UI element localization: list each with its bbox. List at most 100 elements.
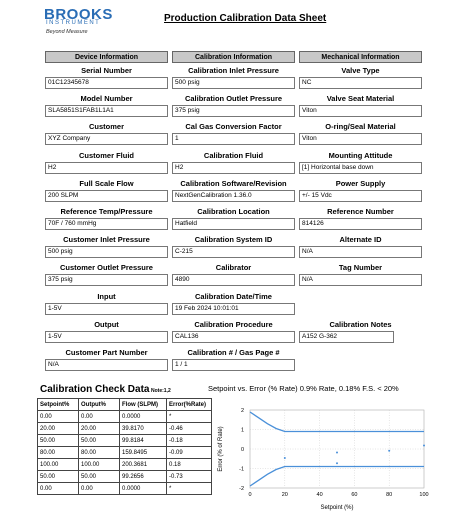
field-value: C-215 <box>172 246 295 259</box>
data-point <box>336 451 338 454</box>
column-header: Calibration Information <box>172 51 295 63</box>
field-value: 1 <box>172 133 295 146</box>
field-label: Calibration Outlet Pressure <box>184 94 283 104</box>
x-axis-label: Setpoint (%) <box>320 505 353 511</box>
x-tick-label: 80 <box>386 492 392 498</box>
table-cell: -0.73 <box>166 470 212 483</box>
table-cell: 0.00 <box>78 410 120 423</box>
field-label: Alternate ID <box>339 235 382 245</box>
x-tick-label: 0 <box>248 492 251 498</box>
table-cell: 50.00 <box>78 434 120 447</box>
field-value: 375 psig <box>45 274 168 287</box>
field-value: 19 Feb 2024 10:01:01 <box>172 302 295 315</box>
column-2: Mechanical Information Valve Type NC Valve … <box>299 51 422 381</box>
field-label: Customer Part Number <box>65 348 148 357</box>
check-data-table: Setpoint% Output% Flow (SLPM) Error(%Rate) … <box>37 398 212 495</box>
table-cell: 50.00 <box>37 470 79 483</box>
field-label: Calibration Fluid <box>203 150 264 160</box>
check-data-note: Note:1,2 <box>151 388 171 394</box>
field-value: H2 <box>172 161 295 174</box>
field-value: A152 G-362 <box>299 330 394 343</box>
field-label: Serial Number <box>81 66 132 75</box>
table-row: 20.00 20.00 39.8170 -0.46 <box>37 422 212 435</box>
field-label: Customer Fluid <box>78 150 134 160</box>
table-row: 80.00 80.00 159.8495 -0.09 <box>37 446 212 459</box>
y-axis-label: Error (% of Rate) <box>218 426 224 471</box>
x-tick-label: 100 <box>419 492 428 498</box>
table-cell: 99.2656 <box>119 470 167 483</box>
column-header: Device Information <box>45 51 168 63</box>
field-value: 01C12345678 <box>45 77 168 89</box>
table-cell: 0.00 <box>78 482 120 495</box>
data-point <box>388 449 391 452</box>
field-label: Calibration # / Gas Page # <box>187 348 280 357</box>
table-cell: 0.00 <box>37 410 79 423</box>
field-value: 200 SLPM <box>45 189 168 202</box>
table-cell: 0.00 <box>37 482 79 495</box>
table-cell: 0.0000 <box>119 410 167 423</box>
column-1: Calibration Information Calibration Inlet… <box>172 51 295 381</box>
field-label: Calibration Notes <box>329 319 392 329</box>
field-value: CAL136 <box>172 330 295 343</box>
brand-logo: BROOKS <box>44 6 113 23</box>
field-value: Viton <box>299 105 422 118</box>
field-label: Customer <box>88 122 124 132</box>
field-value: 4890 <box>172 274 295 287</box>
field-value: Hatfield <box>172 218 295 230</box>
tolerance-upper-line <box>249 411 424 433</box>
data-point <box>283 456 286 459</box>
table-cell: 0.18 <box>166 458 212 471</box>
table-cell: 159.8495 <box>119 446 167 459</box>
field-label: Customer Inlet Pressure <box>63 235 150 245</box>
table-cell: -0.18 <box>166 434 212 447</box>
table-row: 0.00 0.00 0.0000 * <box>37 482 212 495</box>
field-value: NextGenCalibration 1.36.0 <box>172 189 295 202</box>
field-label: Power Supply <box>335 178 386 188</box>
field-label: Model Number <box>80 94 133 104</box>
field-value: N/A <box>45 359 168 371</box>
field-value: 1-5V <box>45 330 168 343</box>
field-label: Valve Type <box>341 66 380 75</box>
data-point <box>336 462 338 465</box>
field-label: Tag Number <box>338 263 383 273</box>
y-tick-label: 1 <box>241 428 244 434</box>
field-label: Input <box>97 291 116 301</box>
table-header: Flow (SLPM) <box>119 398 167 411</box>
field-value: 500 psig <box>172 77 295 89</box>
field-value: +/- 15 Vdc <box>299 189 422 202</box>
table-header: Output% <box>78 398 120 411</box>
field-value: Viton <box>299 133 422 146</box>
field-value: 70F / 760 mmHg <box>45 218 168 230</box>
tolerance-lower-line <box>249 465 424 487</box>
y-tick-label: -1 <box>239 467 244 473</box>
field-value: N/A <box>299 274 422 287</box>
table-cell: 99.8184 <box>119 434 167 447</box>
table-header: Error(%Rate) <box>166 398 212 411</box>
x-tick-label: 60 <box>351 492 357 498</box>
field-value: 1 / 1 <box>172 359 295 371</box>
field-label: Reference Temp/Pressure <box>60 207 153 216</box>
table-cell: 20.00 <box>78 422 120 435</box>
table-cell: 80.00 <box>37 446 79 459</box>
field-value: [1] Horizontal base down <box>299 161 422 174</box>
table-header: Setpoint% <box>37 398 79 411</box>
field-value: 375 psig <box>172 105 295 118</box>
table-row: 50.00 50.00 99.2656 -0.73 <box>37 470 212 483</box>
field-value: 814126 <box>299 218 422 230</box>
table-cell: 100.00 <box>37 458 79 471</box>
table-row: 100.00 100.00 200.3681 0.18 <box>37 458 212 471</box>
table-cell: 80.00 <box>78 446 120 459</box>
field-value: 1-5V <box>45 302 168 315</box>
field-value: 500 psig <box>45 246 168 259</box>
field-label: Reference Number <box>327 207 394 216</box>
error-chart: 0 20 40 60 80 100 -2 -1 0 1 2 Setpoint (%) Error (% … <box>218 408 429 511</box>
table-cell: 39.8170 <box>119 422 167 435</box>
table-row: 50.00 50.00 99.8184 -0.18 <box>37 434 212 447</box>
table-cell: 200.3681 <box>119 458 167 471</box>
check-data-title: Calibration Check Data <box>40 384 150 395</box>
table-cell: 0.0000 <box>119 482 167 495</box>
table-cell: -0.09 <box>166 446 212 459</box>
y-tick-label: -2 <box>239 486 244 492</box>
field-label: Output <box>94 319 119 329</box>
column-header: Mechanical Information <box>299 51 422 63</box>
